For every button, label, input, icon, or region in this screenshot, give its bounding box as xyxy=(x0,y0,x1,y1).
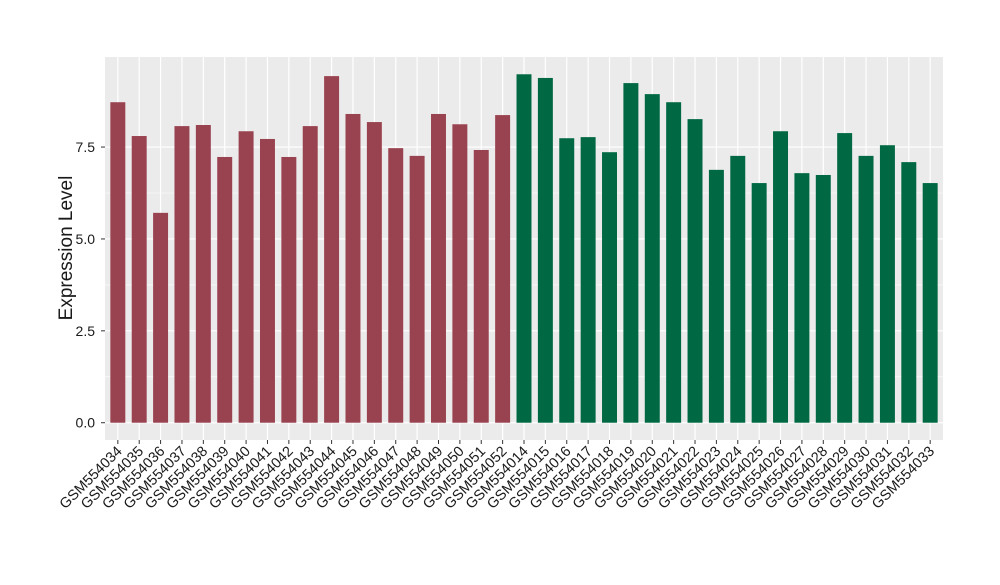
bar xyxy=(281,156,297,423)
bar xyxy=(131,136,147,423)
bar xyxy=(794,173,810,423)
bar xyxy=(623,83,639,423)
bar xyxy=(922,183,938,423)
bar xyxy=(452,124,468,423)
bar xyxy=(366,122,382,423)
bar xyxy=(110,102,126,423)
bar xyxy=(238,131,254,423)
bar xyxy=(901,162,917,423)
bar xyxy=(580,137,596,423)
bar xyxy=(431,113,446,423)
bar xyxy=(666,102,682,423)
bar xyxy=(153,212,169,423)
y-tick-label: 2.5 xyxy=(76,323,96,339)
bar xyxy=(687,119,703,423)
bar xyxy=(559,138,575,423)
bar xyxy=(602,152,617,423)
bar xyxy=(324,76,340,423)
bar xyxy=(858,155,874,423)
bar xyxy=(516,74,532,423)
bar xyxy=(537,77,553,423)
bar xyxy=(174,126,190,423)
bar xyxy=(815,174,831,423)
y-axis-title: Expression Level xyxy=(56,176,77,321)
bar xyxy=(773,131,789,423)
bar xyxy=(644,94,660,423)
bar xyxy=(473,149,489,423)
bar xyxy=(730,155,746,423)
bar xyxy=(388,148,404,423)
bar xyxy=(837,133,853,423)
bar xyxy=(195,124,211,423)
bar xyxy=(879,145,895,423)
bar xyxy=(259,138,275,423)
y-tick-label: 7.5 xyxy=(76,139,96,155)
bar xyxy=(495,115,511,423)
bar xyxy=(708,169,724,423)
bar xyxy=(409,155,425,423)
bar xyxy=(302,126,318,423)
bar xyxy=(345,113,361,423)
bar xyxy=(217,156,233,423)
y-tick-label: 5.0 xyxy=(76,231,96,247)
bar xyxy=(751,183,767,423)
y-tick-label: 0.0 xyxy=(76,415,96,431)
